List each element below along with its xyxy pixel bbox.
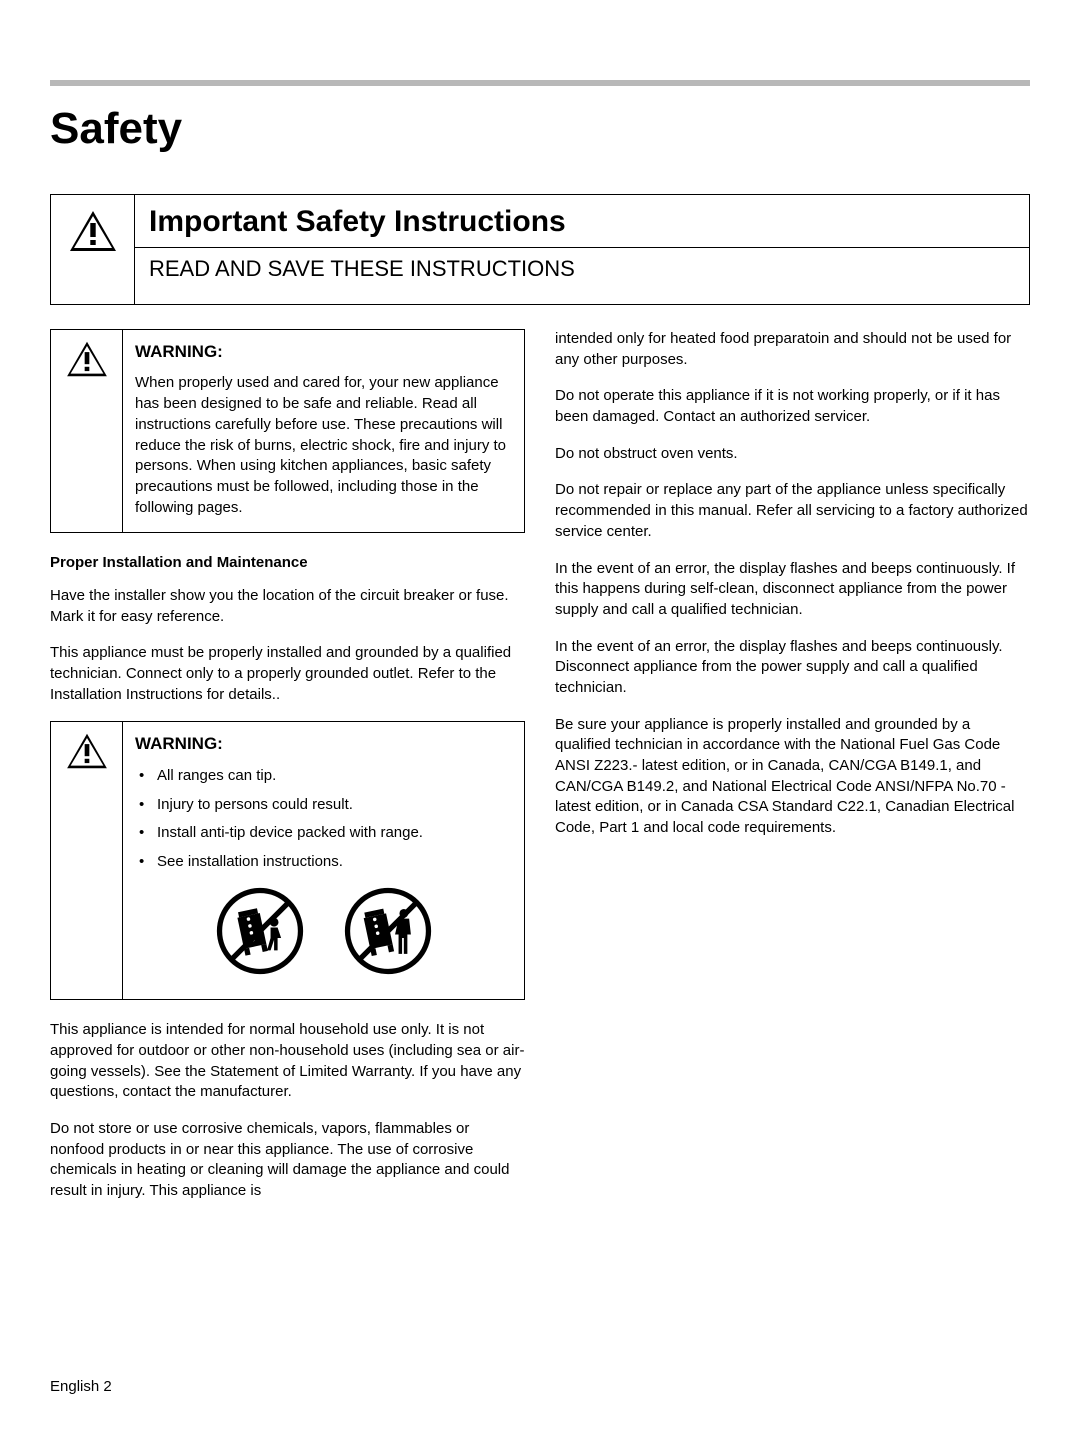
- left-p2: This appliance must be properly installe…: [50, 643, 525, 705]
- warning2-item: Injury to persons could result.: [157, 795, 512, 816]
- right-p6: Be sure your appliance is properly insta…: [555, 715, 1030, 839]
- content-columns: WARNING: When properly used and cared fo…: [50, 329, 1030, 1218]
- right-column: intended only for heated food preparatoi…: [555, 329, 1030, 1218]
- right-p2: Do not obstruct oven vents.: [555, 444, 1030, 465]
- warning1-text-cell: WARNING: When properly used and cared fo…: [123, 330, 524, 532]
- right-p0: intended only for heated food preparatoi…: [555, 329, 1030, 370]
- instructions-subtitle: READ AND SAVE THESE INSTRUCTIONS: [135, 248, 1029, 304]
- page-title: Safety: [50, 104, 1030, 154]
- warning1-icon-cell: [51, 330, 123, 532]
- right-p1: Do not operate this appliance if it is n…: [555, 386, 1030, 427]
- warning1-title: WARNING:: [135, 340, 512, 363]
- instructions-title: Important Safety Instructions: [149, 205, 1015, 239]
- warning2-item: Install anti-tip device packed with rang…: [157, 823, 512, 844]
- right-p4: In the event of an error, the display fl…: [555, 559, 1030, 621]
- subhead-installation: Proper Installation and Maintenance: [50, 553, 525, 574]
- right-p5: In the event of an error, the display fl…: [555, 637, 1030, 699]
- warning2-title: WARNING:: [135, 732, 512, 755]
- warning2-icon-cell: [51, 722, 123, 999]
- warning-icon: [65, 340, 109, 385]
- warning2-item: All ranges can tip.: [157, 766, 512, 787]
- instructions-text-cell: Important Safety Instructions READ AND S…: [135, 195, 1029, 304]
- instructions-box: Important Safety Instructions READ AND S…: [50, 194, 1030, 305]
- warning-icon: [68, 209, 118, 258]
- warning2-text-cell: WARNING: All ranges can tip. Injury to p…: [123, 722, 524, 999]
- warning-box-2: WARNING: All ranges can tip. Injury to p…: [50, 721, 525, 1000]
- warning2-list: All ranges can tip. Injury to persons co…: [135, 766, 512, 873]
- warning-icon: [65, 732, 109, 777]
- warning2-item: See installation instructions.: [157, 852, 512, 873]
- instructions-icon-cell: [51, 195, 135, 304]
- left-p4: Do not store or use corrosive chemicals,…: [50, 1119, 525, 1202]
- warning1-text: When properly used and cared for, your n…: [135, 373, 512, 518]
- prohibition-tip-child-icon: [216, 887, 304, 982]
- left-p3: This appliance is intended for normal ho…: [50, 1020, 525, 1103]
- instructions-title-row: Important Safety Instructions: [135, 195, 1029, 248]
- top-rule: [50, 80, 1030, 86]
- left-p1: Have the installer show you the location…: [50, 586, 525, 627]
- prohibition-tip-adult-icon: [344, 887, 432, 982]
- left-column: WARNING: When properly used and cared fo…: [50, 329, 525, 1218]
- right-p3: Do not repair or replace any part of the…: [555, 480, 1030, 542]
- page-footer: English 2: [50, 1378, 1030, 1395]
- prohibition-row: [135, 887, 512, 982]
- warning-box-1: WARNING: When properly used and cared fo…: [50, 329, 525, 533]
